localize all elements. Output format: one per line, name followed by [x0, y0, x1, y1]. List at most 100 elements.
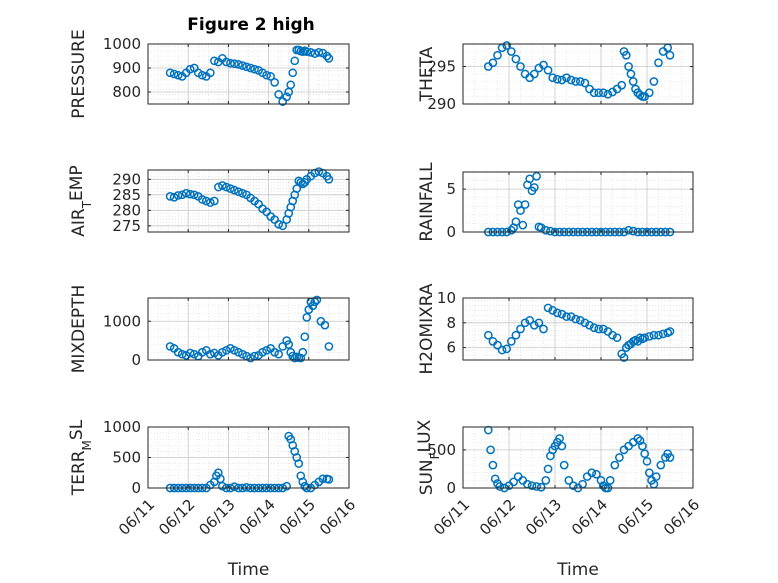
data-point — [234, 347, 243, 357]
data-point — [230, 345, 239, 355]
data-point — [543, 65, 553, 75]
h2omixra-series — [483, 303, 675, 362]
data-point — [242, 483, 251, 492]
x-tick-label: 06/13 — [195, 496, 238, 539]
data-point — [266, 72, 275, 81]
theta-series — [483, 41, 675, 101]
data-point — [218, 347, 227, 357]
data-point — [318, 474, 328, 484]
y-tick-label: 0 — [446, 479, 456, 497]
data-point — [294, 459, 304, 468]
data-point — [527, 481, 537, 491]
data-point — [486, 445, 495, 455]
data-point — [665, 327, 675, 336]
x-tick-label: 06/11 — [430, 496, 473, 539]
mixdepth-axes-box — [147, 297, 350, 361]
y-tick-label: 5 — [446, 180, 456, 198]
data-point — [626, 69, 636, 79]
sun-flux-axes-box — [462, 426, 694, 489]
data-point — [278, 221, 288, 231]
data-point — [306, 48, 316, 57]
y-tick-label: 0 — [131, 479, 141, 497]
data-point — [605, 476, 615, 485]
data-point — [490, 474, 500, 484]
data-point — [262, 345, 271, 355]
data-point — [488, 460, 498, 470]
data-point — [493, 50, 502, 60]
data-point — [320, 320, 330, 330]
data-point — [571, 77, 581, 86]
data-point — [575, 315, 585, 325]
data-point — [488, 58, 498, 68]
data-point — [543, 464, 553, 474]
y-tick-label: 1000 — [103, 312, 141, 330]
y-tick-label: 1000 — [103, 418, 141, 436]
data-point — [226, 184, 235, 193]
data-point — [640, 449, 650, 459]
data-point — [312, 295, 322, 305]
x-tick-label: 06/15 — [276, 496, 319, 539]
data-point — [238, 349, 247, 359]
data-point — [234, 187, 243, 197]
data-point — [165, 192, 175, 201]
data-point — [226, 58, 235, 68]
data-point — [529, 69, 539, 79]
data-point — [638, 441, 647, 451]
data-point — [529, 183, 539, 192]
data-point — [189, 190, 199, 200]
data-point — [566, 75, 576, 85]
data-point — [589, 323, 599, 333]
x-tick-label: 06/16 — [316, 496, 359, 539]
data-point — [536, 223, 546, 233]
x-tick-label: 06/11 — [115, 496, 158, 539]
data-point — [552, 74, 562, 84]
data-point — [596, 476, 606, 485]
data-point — [585, 320, 594, 330]
data-point — [564, 476, 574, 485]
data-point — [649, 330, 659, 340]
data-point — [525, 315, 535, 325]
y-tick-label: 285 — [112, 186, 141, 204]
y-axis-label: THETA — [417, 46, 437, 102]
x-tick-label: 06/16 — [660, 496, 703, 539]
data-point — [546, 226, 555, 236]
data-point — [543, 303, 553, 313]
data-point — [615, 453, 624, 462]
y-axis-label: AIRTEMP — [67, 165, 94, 236]
data-point — [656, 460, 666, 470]
data-point — [222, 182, 231, 192]
data-point — [302, 47, 312, 57]
sun-flux-panel: 0 500 06/11 06/12 06/13 06/14 06/15 06/16 Time SU… — [415, 419, 703, 580]
y-tick-label: 0 — [131, 351, 141, 369]
x-tick-label: 06/12 — [476, 496, 519, 539]
y-tick-label: 10 — [437, 289, 456, 307]
data-point — [612, 333, 622, 343]
data-point — [520, 318, 530, 328]
data-point — [559, 460, 569, 470]
data-point — [493, 340, 502, 350]
data-point — [185, 64, 195, 74]
data-point — [571, 314, 581, 324]
mixdepth-panel: 0 1000 MIXDEPTH — [69, 285, 350, 374]
y-axis-label: H2OMIXRA — [417, 283, 437, 374]
theta-axes-box — [462, 43, 694, 105]
data-point — [324, 342, 334, 351]
y-tick-label: 275 — [112, 217, 141, 235]
y-axis-label: MIXDEPTH — [69, 285, 89, 374]
data-point — [177, 349, 187, 359]
y-axis-label: PRESSURE — [69, 29, 89, 118]
data-point — [197, 70, 207, 80]
data-point — [608, 330, 617, 340]
data-point — [509, 477, 518, 487]
data-point — [587, 468, 597, 478]
data-point — [511, 54, 521, 64]
data-point — [575, 77, 585, 86]
data-point — [324, 475, 334, 484]
data-point — [322, 51, 332, 61]
data-point — [230, 482, 239, 492]
data-point — [562, 312, 571, 321]
data-point — [617, 80, 627, 90]
